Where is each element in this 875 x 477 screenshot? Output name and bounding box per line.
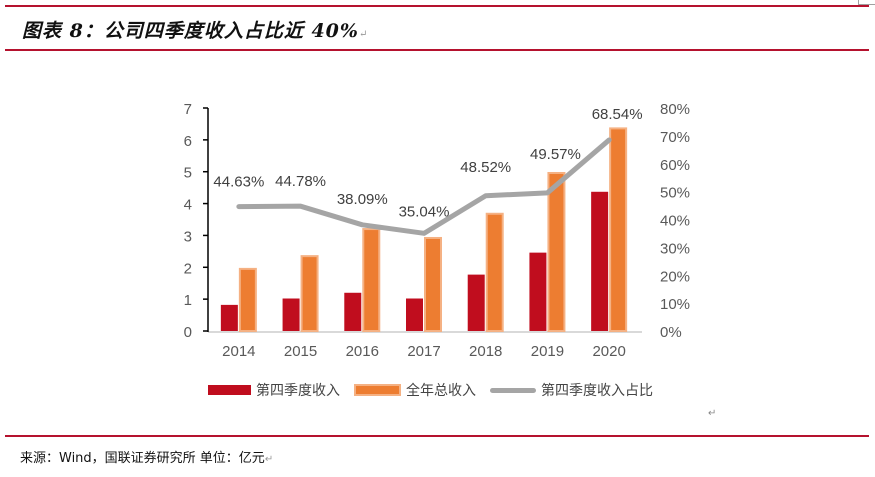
- x-tick-label: 2018: [469, 343, 502, 360]
- page-corner-mark: [858, 0, 875, 5]
- y-left-tick-label: 1: [184, 292, 192, 309]
- bar-annual-revenue: [485, 212, 504, 332]
- bar-annual-revenue: [547, 171, 566, 332]
- source-text: 来源：Wind，国联证券研究所 单位：亿元: [20, 451, 265, 466]
- figure-title-text: 图表 8：公司四季度收入占比近 40%: [22, 20, 359, 42]
- x-tick-label: 2015: [284, 343, 317, 360]
- legend-swatch-q4-share: [490, 387, 536, 393]
- y-left-tick-label: 4: [184, 197, 192, 214]
- y-right-tick-label: 30%: [660, 240, 690, 257]
- legend-label-annual-revenue: 全年总收入: [406, 383, 476, 399]
- bar-q4-revenue: [467, 274, 485, 331]
- bar-annual-revenue: [362, 228, 381, 332]
- legend-item-q4-share: 第四季度收入占比: [490, 380, 653, 400]
- return-mark-icon: ↵: [708, 408, 717, 419]
- bar-q4-revenue: [220, 304, 238, 331]
- y-right-tick-label: 70%: [660, 129, 690, 146]
- x-tick-label: 2017: [407, 343, 440, 360]
- bar-annual-revenue: [300, 255, 319, 332]
- bar-q4-revenue: [344, 292, 362, 331]
- y-left-tick-label: 2: [184, 260, 192, 277]
- bar-q4-revenue: [406, 298, 423, 331]
- data-label-q4-share: 44.63%: [213, 174, 264, 191]
- y-left-tick-label: 6: [184, 133, 192, 150]
- bar-q4-revenue: [282, 298, 300, 331]
- legend-swatch-annual-revenue: [354, 384, 401, 396]
- bar-q4-revenue: [529, 252, 547, 331]
- x-tick-label: 2020: [592, 343, 625, 360]
- y-right-tick-label: 50%: [660, 185, 690, 202]
- legend-item-q4-revenue: 第四季度收入: [208, 380, 340, 400]
- data-label-q4-share: 35.04%: [399, 203, 450, 220]
- return-mark-icon: ↵: [264, 454, 274, 465]
- y-right-tick-label: 0%: [660, 324, 682, 341]
- y-right-tick-label: 40%: [660, 213, 690, 230]
- chart-labels: 44.63% 44.78% 38.09% 35.04% 48.52% 49.57% 68.5…: [213, 106, 642, 220]
- x-tick-label: 2019: [531, 343, 564, 360]
- data-label-q4-share: 48.52%: [460, 159, 511, 176]
- legend-swatch-q4-revenue: [208, 385, 251, 395]
- y-left-tick-label: 3: [184, 228, 192, 245]
- y-right-tick-label: 10%: [660, 296, 690, 313]
- data-label-q4-share: 44.78%: [275, 173, 326, 190]
- data-label-q4-share: 38.09%: [337, 191, 388, 208]
- y-left-tick-label: 5: [184, 165, 192, 182]
- legend-item-annual-revenue: 全年总收入: [354, 380, 476, 400]
- y-right-tick-label: 20%: [660, 268, 690, 285]
- return-mark-icon: ↵: [358, 29, 369, 40]
- top-rule: [5, 5, 869, 7]
- figure-title: 图表 8：公司四季度收入占比近 40%↵: [22, 16, 368, 43]
- x-tick-label: 2014: [222, 343, 255, 360]
- line-q4-share: [236, 137, 612, 236]
- source-note: 来源：Wind，国联证券研究所 单位：亿元↵: [20, 447, 273, 466]
- chart-bars: [220, 127, 628, 332]
- y-left-tick-label: 7: [184, 101, 192, 118]
- chart-legend: 第四季度收入 全年总收入 第四季度收入占比: [208, 380, 667, 400]
- legend-label-q4-revenue: 第四季度收入: [256, 383, 340, 399]
- data-label-q4-share: 68.54%: [592, 106, 643, 123]
- bar-annual-revenue: [609, 127, 628, 332]
- x-tick-label: 2016: [346, 343, 379, 360]
- bar-annual-revenue: [238, 267, 257, 332]
- legend-label-q4-share: 第四季度收入占比: [541, 383, 653, 399]
- y-right-tick-label: 60%: [660, 157, 690, 174]
- bar-annual-revenue: [424, 236, 442, 332]
- title-bottom-rule: [5, 49, 869, 51]
- y-left-tick-label: 0: [184, 324, 192, 341]
- y-right-tick-label: 80%: [660, 101, 690, 118]
- data-label-q4-share: 49.57%: [530, 146, 581, 163]
- footer-rule: [5, 435, 869, 437]
- chart-line: [236, 137, 612, 236]
- bar-q4-revenue: [591, 191, 609, 331]
